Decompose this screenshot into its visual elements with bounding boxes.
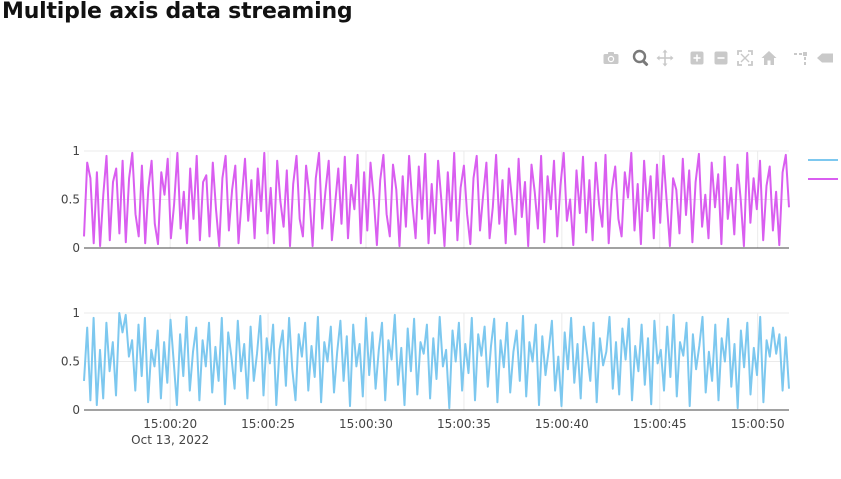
x-tick-label-5: 15:00:45 <box>633 417 687 431</box>
spike-lines-icon[interactable] <box>791 48 811 68</box>
zoom-in-icon[interactable] <box>687 48 707 68</box>
hover-closest-icon[interactable] <box>815 48 835 68</box>
x-tick-label-6: 15:00:50 <box>731 417 785 431</box>
y-tick-label-top-2: 1 <box>72 144 80 158</box>
x-tick-label-3: 15:00:35 <box>437 417 491 431</box>
y-tick-label-top-1: 0.5 <box>61 193 80 207</box>
pan-icon[interactable] <box>655 48 675 68</box>
page-title: Multiple axis data streaming <box>2 0 353 24</box>
axes-layer: 0 0.5 1 0 0.5 1 15:00:20 Oct 13, 2022 15:00:25 15… <box>61 144 789 447</box>
traces-layer <box>83 151 790 410</box>
y-tick-label-bottom-2: 1 <box>72 306 80 320</box>
y-tick-label-bottom-1: 0.5 <box>61 355 80 369</box>
home-icon[interactable] <box>759 48 779 68</box>
autoscale-icon[interactable] <box>735 48 755 68</box>
zoom-out-icon[interactable] <box>711 48 731 68</box>
modebar-toolbar <box>601 48 837 70</box>
series-line-0[interactable] <box>83 151 790 248</box>
series-line-1[interactable] <box>83 312 790 410</box>
x-tick-label-4: 15:00:40 <box>535 417 589 431</box>
x-tick-label-0: 15:00:20 <box>143 417 197 431</box>
zoom-icon[interactable] <box>631 48 651 68</box>
y-tick-label-top-0: 0 <box>72 241 80 255</box>
y-tick-label-bottom-0: 0 <box>72 403 80 417</box>
legend <box>808 159 838 180</box>
x-tick-label-1: 15:00:25 <box>241 417 295 431</box>
camera-icon[interactable] <box>601 48 621 68</box>
x-tick-sublabel-0: Oct 13, 2022 <box>131 433 209 447</box>
x-tick-label-2: 15:00:30 <box>339 417 393 431</box>
